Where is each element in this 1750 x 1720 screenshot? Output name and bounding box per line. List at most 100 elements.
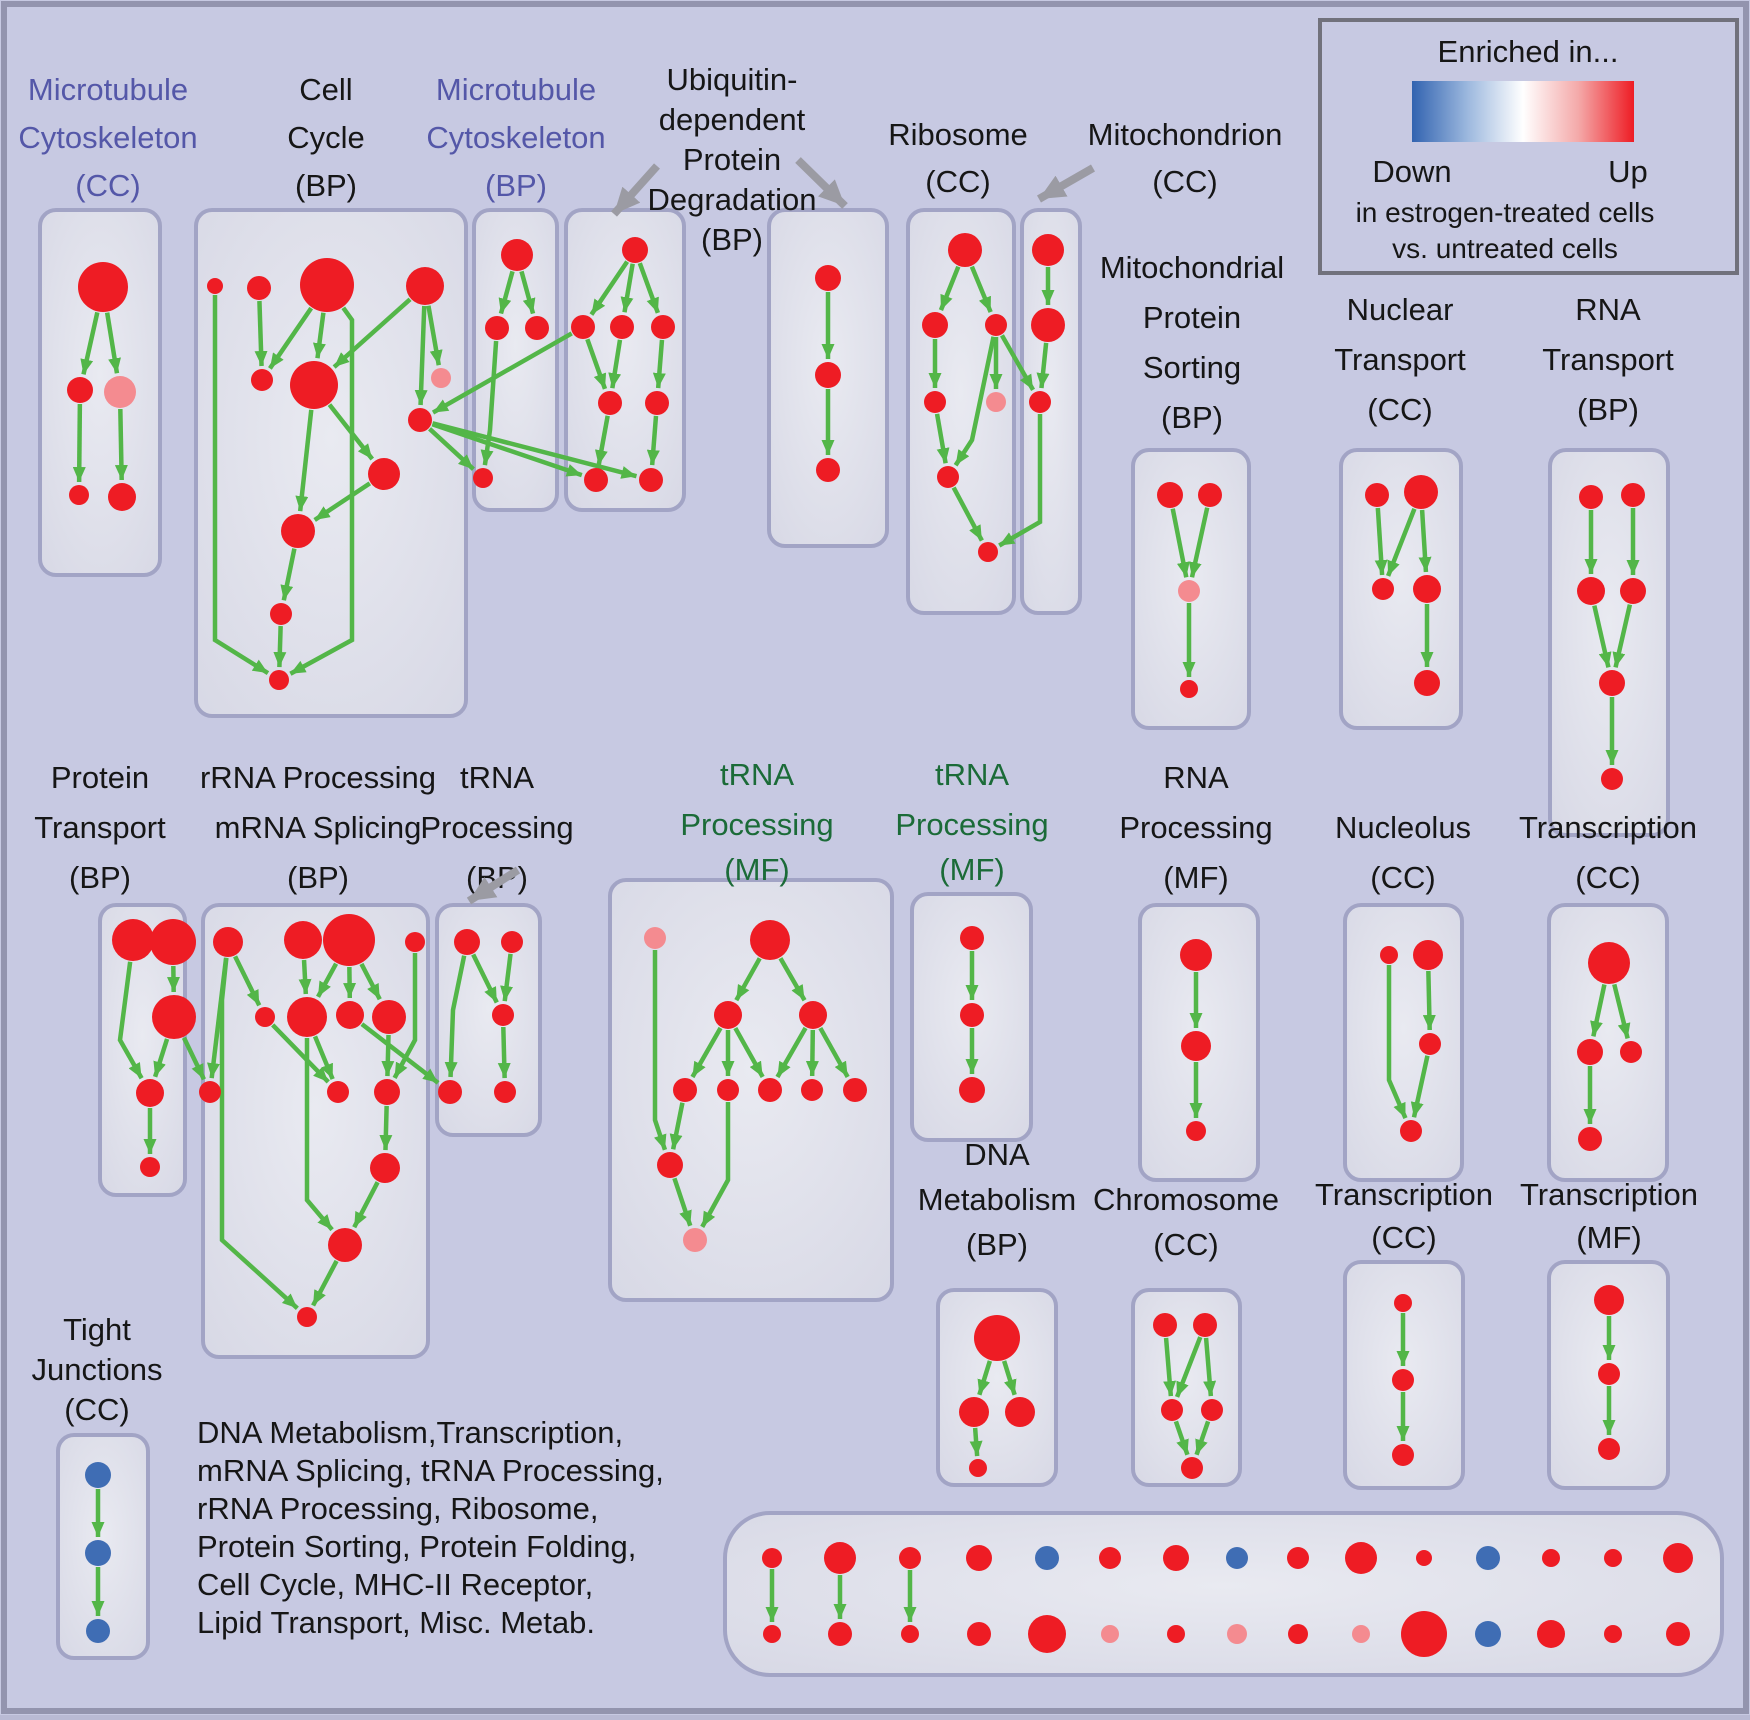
dna-metabolism-bp-node-3 — [969, 1459, 987, 1477]
transcription-mf-node-2 — [1598, 1438, 1620, 1460]
trna-processing-mf-large-node-1 — [750, 920, 790, 960]
microtubule-cytoskeleton-bp-node-3 — [473, 468, 493, 488]
trna-processing-mf-small-label-line: tRNA — [935, 757, 1009, 792]
strip-bottom-node-4 — [1028, 1615, 1066, 1653]
nuclear-transport-cc-label-line: Nuclear — [1347, 292, 1454, 327]
microtubule-cytoskeleton-cc-edge-2 — [79, 404, 80, 482]
mitochondrion-cc-label-line: (CC) — [1152, 164, 1217, 199]
microtubule-cytoskeleton-cc-node-1 — [67, 377, 93, 403]
mitochondrial-protein-sorting-bp-node-1 — [1198, 483, 1222, 507]
mitochondrial-protein-sorting-bp-label-line: Protein — [1143, 300, 1241, 335]
chromosome-cc-node-0 — [1153, 1313, 1177, 1337]
ubiquitin-degradation-bp-node-1 — [571, 315, 595, 339]
transcription-cc-top-label-line: (CC) — [1575, 860, 1640, 895]
trna-processing-bp-node-0 — [454, 929, 480, 955]
microtubule-cytoskeleton-cc-node-0 — [78, 262, 128, 312]
legend-up-label: Up — [1608, 154, 1648, 189]
strip-bottom-node-11 — [1475, 1621, 1501, 1647]
trna-processing-bp-edge-3 — [503, 1027, 504, 1078]
protein-transport-bp-label-line: Protein — [51, 760, 149, 795]
nucleolus-cc-node-2 — [1419, 1033, 1441, 1055]
strip-top-node-10 — [1416, 1550, 1432, 1566]
ribosome-cc-node-5 — [937, 466, 959, 488]
strip-bottom-node-3 — [967, 1622, 991, 1646]
rna-transport-bp-label-line: RNA — [1575, 292, 1641, 327]
protein-transport-bp-node-4 — [140, 1157, 160, 1177]
mitochondrial-protein-sorting-bp-node-2 — [1178, 580, 1200, 602]
microtubule-cytoskeleton-bp-node-1 — [485, 316, 509, 340]
legend-title: Enriched in... — [1438, 34, 1619, 69]
ubiquitin-degradation-bp-node-3 — [651, 315, 675, 339]
trna-processing-mf-small-node-1 — [960, 1003, 984, 1027]
chromosome-cc-label-line: (CC) — [1153, 1227, 1218, 1262]
strip-top-node-0 — [762, 1548, 782, 1568]
microtubule-cytoskeleton-bp-label-line: Cytoskeleton — [426, 120, 605, 155]
ubiquitin-degradation-bp-node-0 — [622, 237, 648, 263]
strip-bottom-node-0 — [763, 1625, 781, 1643]
nucleolus-cc-node-0 — [1380, 946, 1398, 964]
transcription-cc-bottom-node-2 — [1392, 1444, 1414, 1466]
dna-metabolism-bp-node-1 — [959, 1397, 989, 1427]
protein-transport-bp-node-0 — [112, 919, 154, 961]
nuclear-transport-cc-node-4 — [1414, 670, 1440, 696]
transcription-cc-bottom-node-0 — [1394, 1294, 1412, 1312]
mitochondrial-protein-sorting-bp-label-line: Sorting — [1143, 350, 1241, 385]
mitochondrion-cc-box — [1022, 210, 1080, 613]
transcription-cc-top-label-line: Transcription — [1519, 810, 1697, 845]
rrna-processing-mrna-splicing-bp-node-6 — [336, 1001, 364, 1029]
microtubule-cytoskeleton-bp-label-line: (BP) — [485, 168, 547, 203]
nucleolus-cc-label-line: (CC) — [1370, 860, 1435, 895]
strip-bottom-node-6 — [1167, 1625, 1185, 1643]
cell-cycle-bp-edge-1 — [259, 301, 261, 366]
trna-processing-mf-large-node-8 — [843, 1078, 867, 1102]
trna-processing-mf-small-node-2 — [959, 1077, 985, 1103]
rrna-processing-mrna-splicing-bp-box — [203, 905, 428, 1357]
protein-transport-bp-node-3 — [136, 1079, 164, 1107]
ubiquitin-degradation-bp-label-line: Degradation — [648, 182, 817, 217]
nucleolus-cc-edge-1 — [1428, 971, 1429, 1030]
trna-processing-mf-small-label-line: (MF) — [939, 852, 1004, 887]
rrna-processing-mrna-splicing-bp-node-4 — [255, 1007, 275, 1027]
legend-subtitle-1: in estrogen-treated cells — [1356, 197, 1655, 228]
cell-cycle-bp-node-9 — [281, 514, 315, 548]
rna-processing-mf-node-1 — [1181, 1031, 1211, 1061]
rna-processing-mf-node-0 — [1180, 939, 1212, 971]
dna-metabolism-bp-node-2 — [1005, 1397, 1035, 1427]
strip-top-node-6 — [1163, 1545, 1189, 1571]
dna-metabolism-bp-node-0 — [974, 1315, 1020, 1361]
trna-processing-bp-node-4 — [494, 1081, 516, 1103]
rna-processing-mf-node-2 — [1186, 1121, 1206, 1141]
rrna-processing-mrna-splicing-bp-node-9 — [374, 1079, 400, 1105]
trna-processing-mf-large-node-10 — [683, 1228, 707, 1252]
rrna-processing-mrna-splicing-bp-edge-12 — [385, 1106, 386, 1150]
rna-transport-bp-label-line: (BP) — [1577, 392, 1639, 427]
rrna-processing-mrna-splicing-bp-node-0 — [213, 927, 243, 957]
ubiquitin-degradation-bp-2-node-0 — [815, 265, 841, 291]
tight-junctions-cc-node-1 — [85, 1540, 111, 1566]
transcription-cc-bottom-label-line: Transcription — [1315, 1177, 1493, 1212]
transcription-mf-node-1 — [1598, 1363, 1620, 1385]
microtubule-cytoskeleton-cc-node-2 — [104, 376, 136, 408]
trna-processing-mf-small-label-line: Processing — [895, 807, 1048, 842]
dna-metabolism-bp-label-line: (BP) — [966, 1227, 1028, 1262]
dna-metabolism-bp-label-line: Metabolism — [918, 1182, 1077, 1217]
mitochondrion-cc-node-2 — [1029, 391, 1051, 413]
rna-transport-bp-node-3 — [1620, 578, 1646, 604]
ubiquitin-degradation-bp-label-line: Ubiquitin- — [667, 62, 798, 97]
trna-processing-mf-large-node-4 — [673, 1078, 697, 1102]
strip-bottom-node-8 — [1288, 1624, 1308, 1644]
nuclear-transport-cc-label-line: (CC) — [1367, 392, 1432, 427]
misc-terms-strip-box — [725, 1513, 1722, 1675]
ribosome-cc-node-0 — [948, 233, 982, 267]
cell-cycle-bp-node-8 — [368, 458, 400, 490]
transcription-cc-bottom-label-line: (CC) — [1371, 1220, 1436, 1255]
ribosome-cc-node-1 — [922, 312, 948, 338]
ubiquitin-degradation-bp-node-6 — [584, 468, 608, 492]
transcription-cc-top-node-2 — [1620, 1041, 1642, 1063]
strip-top-node-12 — [1542, 1549, 1560, 1567]
cell-cycle-bp-node-4 — [251, 369, 273, 391]
mitochondrial-protein-sorting-bp-node-0 — [1157, 482, 1183, 508]
trna-processing-mf-large-edge-6 — [812, 1030, 813, 1076]
